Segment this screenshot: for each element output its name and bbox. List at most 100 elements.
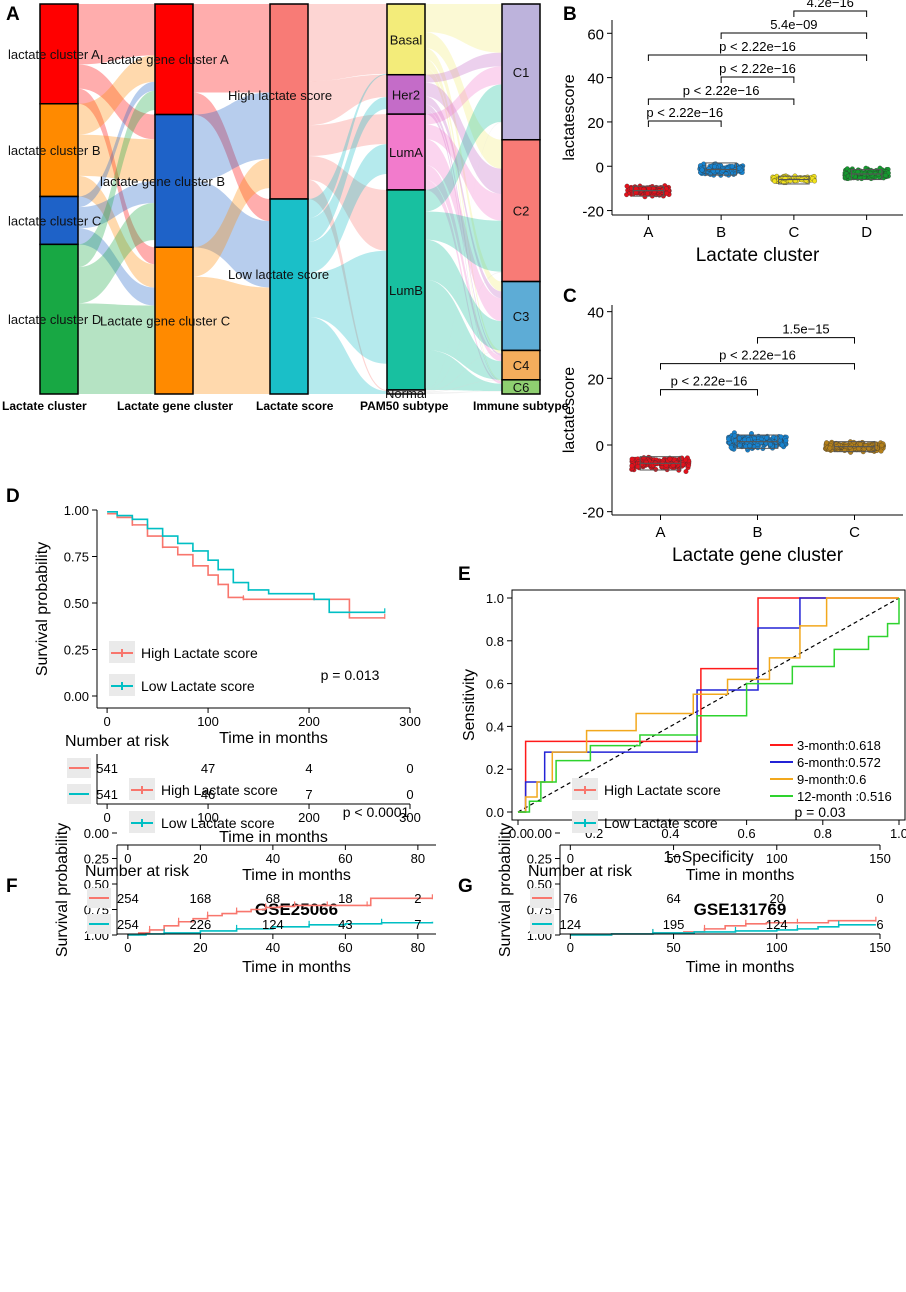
sankey-node bbox=[386, 389, 426, 395]
comparison-bracket bbox=[793, 10, 868, 18]
x-tick-label: 200 bbox=[298, 714, 320, 729]
data-point bbox=[653, 466, 659, 472]
sankey-node-label: lactate cluster C bbox=[8, 213, 101, 228]
sankey-node bbox=[269, 3, 309, 200]
data-point bbox=[747, 443, 753, 449]
risk-count: 195 bbox=[663, 917, 685, 932]
sankey-node-label: lactate cluster D bbox=[8, 312, 101, 327]
data-point bbox=[652, 189, 657, 195]
sankey-flow bbox=[308, 74, 387, 126]
comparison-bracket bbox=[647, 120, 722, 128]
sankey-node-label: lactate cluster A bbox=[8, 47, 100, 62]
sankey-node-label: C1 bbox=[513, 65, 530, 80]
data-point bbox=[827, 445, 833, 451]
risk-count: 0 bbox=[406, 787, 413, 802]
data-point bbox=[635, 464, 641, 470]
sankey-node-label: lactate cluster B bbox=[8, 143, 101, 158]
risk-x-tick-label: 80 bbox=[411, 940, 425, 955]
sankey-flow bbox=[78, 181, 155, 229]
risk-count: 7 bbox=[305, 787, 312, 802]
y-tick-label: -20 bbox=[582, 204, 604, 221]
sankey-flow bbox=[425, 59, 502, 354]
comparison-pvalue: p < 2.22e−16 bbox=[646, 105, 723, 120]
comparison-bracket bbox=[647, 98, 795, 106]
panel-e-letter: E bbox=[458, 564, 471, 585]
sankey-node bbox=[39, 102, 79, 198]
comparison-bracket bbox=[660, 363, 855, 370]
sankey-axis-label: Lactate cluster bbox=[2, 399, 87, 413]
sankey-flow bbox=[425, 82, 502, 194]
sankey-flow bbox=[193, 4, 270, 93]
sankey-flow bbox=[425, 124, 502, 221]
legend-label: Low Lactate score bbox=[604, 815, 718, 831]
risk-x-tick-label: 60 bbox=[338, 940, 352, 955]
data-point bbox=[629, 463, 635, 469]
data-point bbox=[824, 440, 830, 446]
sankey-flow bbox=[78, 203, 155, 304]
data-point bbox=[783, 438, 789, 443]
data-point bbox=[729, 163, 735, 169]
y-tick-label: 0 bbox=[596, 438, 604, 455]
sankey-flow bbox=[425, 121, 502, 391]
panel-c-letter: C bbox=[563, 286, 577, 307]
x-tick-label: 150 bbox=[869, 851, 891, 866]
risk-x-tick-label: 300 bbox=[399, 810, 421, 825]
comparison-pvalue: p < 2.22e−16 bbox=[671, 374, 748, 389]
risk-count: 7 bbox=[414, 917, 421, 932]
data-point bbox=[664, 190, 670, 196]
risk-x-tick-label: 0 bbox=[567, 940, 574, 955]
x-axis-title: Time in months bbox=[219, 730, 328, 747]
data-point bbox=[724, 166, 730, 172]
sankey-flow bbox=[193, 158, 270, 277]
risk-count: 4 bbox=[305, 761, 312, 776]
risk-count: 18 bbox=[338, 891, 352, 906]
sankey-node bbox=[39, 3, 79, 105]
sankey-flow bbox=[425, 84, 502, 212]
sankey-node bbox=[501, 3, 541, 141]
risk-count: 64 bbox=[666, 891, 680, 906]
legend-label: Low Lactate score bbox=[141, 678, 255, 694]
y-tick-label: 1.00 bbox=[64, 503, 89, 518]
risk-x-axis-title: Time in months bbox=[686, 959, 795, 976]
x-tick-label: 0 bbox=[124, 851, 131, 866]
legend-label: 3-month:0.618 bbox=[797, 738, 881, 753]
y-tick-label: 20 bbox=[587, 371, 604, 388]
plot-frame bbox=[511, 589, 906, 821]
y-tick-label: 0.4 bbox=[486, 719, 504, 734]
sankey-flow bbox=[308, 156, 387, 251]
km-curve bbox=[570, 919, 876, 936]
y-tick-label: 1.0 bbox=[486, 591, 504, 606]
risk-count: 2 bbox=[414, 891, 421, 906]
sankey-flow bbox=[78, 64, 155, 140]
x-tick-label: 80 bbox=[411, 851, 425, 866]
x-axis-title: 1−Specificity bbox=[663, 849, 753, 866]
sankey-flow bbox=[78, 55, 155, 135]
sankey-flow bbox=[308, 73, 387, 219]
y-tick-label: 60 bbox=[587, 26, 604, 43]
sankey-flow bbox=[425, 66, 502, 125]
data-point bbox=[774, 435, 780, 441]
y-tick-label: 0.6 bbox=[486, 677, 504, 692]
sankey-node-label: LumA bbox=[389, 145, 423, 160]
p-value: p = 0.013 bbox=[321, 667, 380, 683]
comparison-pvalue: p < 2.22e−16 bbox=[683, 83, 760, 98]
comparison-bracket bbox=[660, 389, 758, 396]
y-axis-title: Sensitivity bbox=[461, 669, 478, 741]
data-point bbox=[645, 190, 650, 196]
sankey-flow bbox=[425, 31, 502, 169]
sankey-node bbox=[501, 349, 541, 381]
risk-count: 254 bbox=[117, 917, 139, 932]
p-value: p = 0.03 bbox=[795, 804, 846, 820]
x-tick-label: C bbox=[788, 224, 799, 241]
sankey-flow bbox=[425, 271, 502, 391]
sankey-flow bbox=[193, 180, 270, 288]
sankey-flow bbox=[425, 52, 502, 83]
legend-label: 6-month:0.572 bbox=[797, 755, 881, 770]
data-point bbox=[812, 178, 817, 184]
sankey-node-label: C6 bbox=[513, 380, 530, 395]
comparison-pvalue: p < 2.22e−16 bbox=[719, 39, 796, 54]
sankey-flow bbox=[425, 47, 502, 292]
legend-label: Low Lactate score bbox=[161, 815, 275, 831]
sankey-node-label: C4 bbox=[513, 358, 530, 373]
